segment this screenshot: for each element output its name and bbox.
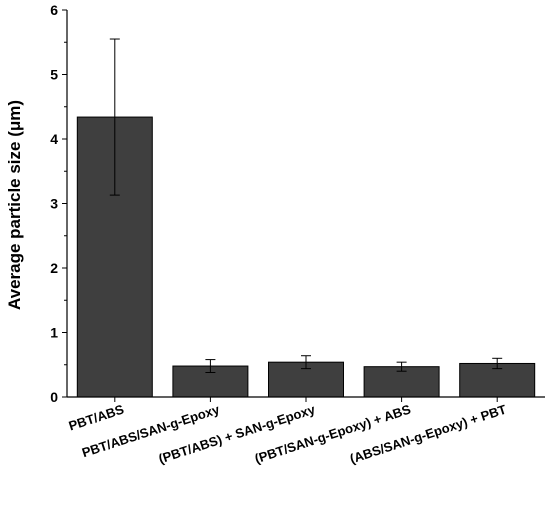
error-bar-3	[301, 355, 311, 370]
error-bar-5	[492, 357, 503, 370]
y-tick-label-2: 2	[50, 260, 58, 276]
y-tick-label-0: 0	[50, 389, 58, 405]
y-tick-label-5: 5	[50, 67, 58, 83]
y-axis-label: Average particle size (μm)	[5, 100, 24, 310]
y-tick-label-4: 4	[50, 131, 58, 147]
x-tick-label-5: (ABS/SAN-g-Epoxy) + PBT	[348, 402, 508, 467]
x-tick-label-1: PBT/ABS	[67, 401, 126, 433]
x-tick-label-4: (PBT/SAN-g-Epoxy) + ABS	[253, 401, 413, 466]
error-bar-1	[109, 38, 120, 196]
x-tick-label-3: (PBT/ABS) + SAN-g-Epoxy	[157, 401, 318, 466]
y-tick-label-6: 6	[50, 2, 58, 18]
bar-4	[363, 366, 440, 398]
error-bar-2	[205, 359, 216, 373]
error-bar-4	[396, 361, 407, 372]
y-tick-label-3: 3	[50, 196, 58, 212]
y-tick-label-1: 1	[50, 325, 58, 341]
